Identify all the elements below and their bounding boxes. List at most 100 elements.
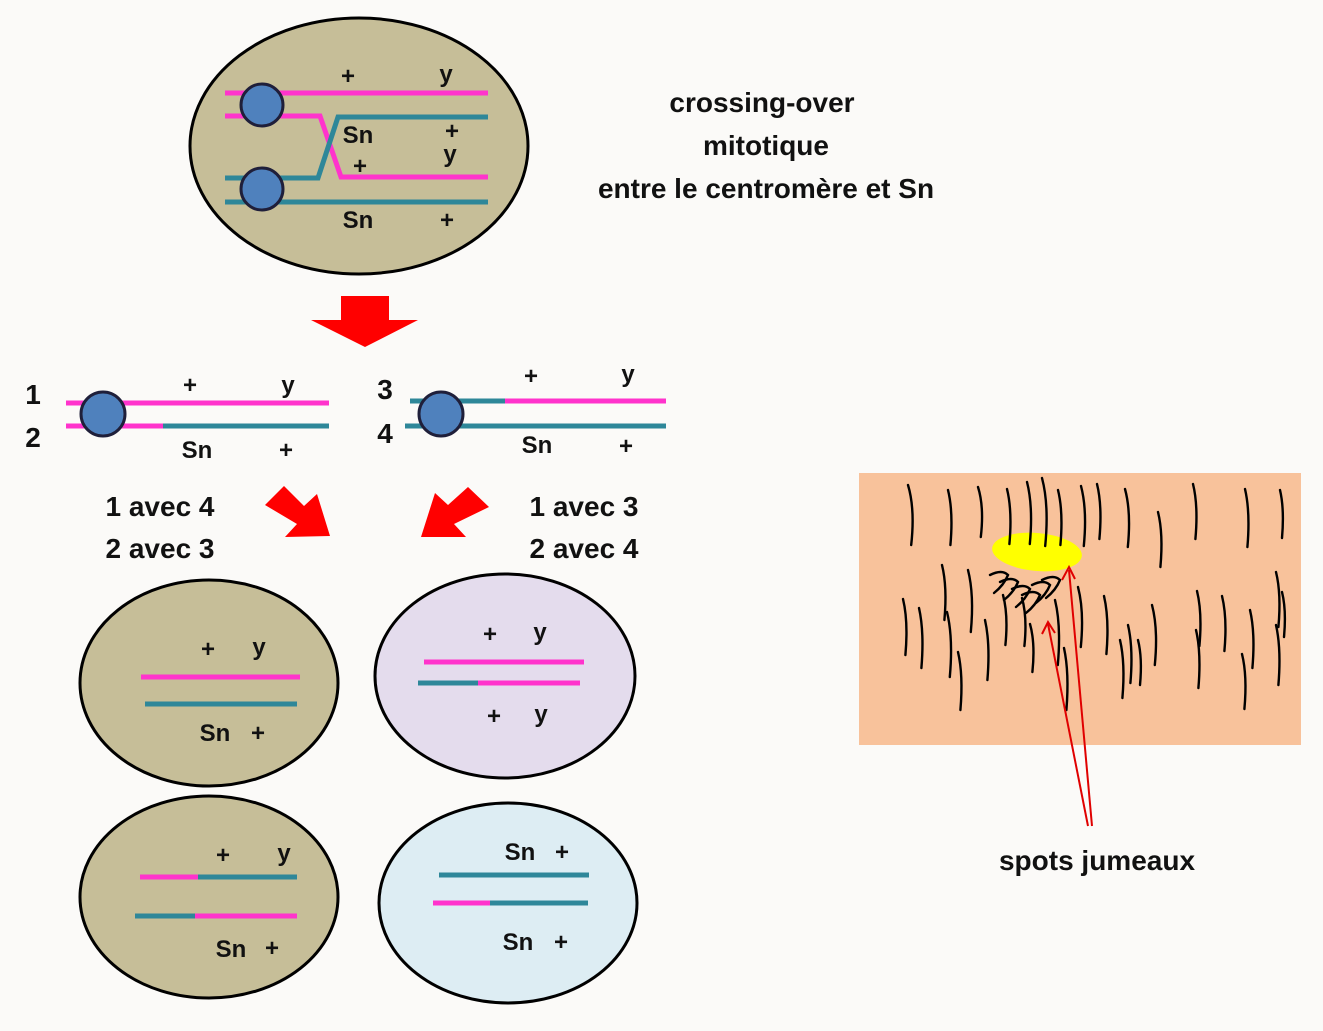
bristle [917,606,924,670]
allele-label: Sn [503,929,534,956]
allele-label: + [265,935,279,962]
allele-label: + [201,636,215,663]
allele-label: y [534,701,548,728]
bristle [1156,510,1163,569]
allele-label: + [524,363,538,390]
centromere-left [79,390,127,438]
bristle [1005,487,1012,546]
bristle [946,488,953,547]
daughter-cell-bottom-left: + y Sn + [78,794,340,1000]
caption-line-1: crossing-over [669,87,854,118]
daughter-cell-bottom-right: Sn + Sn + [377,801,639,1005]
tissue-panel [859,473,1301,827]
allele-label: + [555,839,569,866]
allele-label: + [483,621,497,648]
dark-bristle [1030,580,1052,605]
bristle [1278,488,1285,540]
bristle [1079,484,1087,548]
allele-label: Sn [522,432,553,459]
chromatid-number: 3 [377,374,393,405]
allele-label: + [279,437,293,464]
chromatid-number: 1 [25,379,41,410]
allele-label: y [443,141,457,168]
bristle [976,485,984,539]
allele-label: + [445,118,459,145]
parent-centromere-bottom [239,166,285,212]
allele-label: + [353,153,367,180]
bristle [1274,570,1281,629]
allele-label: + [487,703,501,730]
allele-label: y [621,361,635,388]
bristle [1001,593,1008,647]
pointer-line [1047,623,1089,827]
allele-label: + [554,929,568,956]
bristle [1280,590,1287,639]
dark-bristle [1040,575,1062,600]
arrowhead-icon [1061,564,1076,581]
allele-label: Sn [216,936,247,963]
cell-body [373,572,637,780]
bristle [906,483,914,547]
segregation-left-1: 1 avec 4 [106,491,215,522]
bristles [901,476,1287,712]
allele-label: y [277,840,291,867]
allele-label: + [619,433,633,460]
caption-line-2: mitotique [703,130,829,161]
allele-label: y [281,372,295,399]
parent-cell: + y Sn + + y Sn + [188,16,530,276]
bristle [983,618,990,682]
cell-body [78,794,340,1000]
daughter-cell-top-left: + y Sn + [78,578,340,788]
bristle [1118,638,1125,700]
allele-label: y [533,619,547,646]
bristle [1191,482,1198,541]
arrowhead-icon [1041,619,1056,635]
allele-label: Sn [200,720,231,747]
dark-bristle [998,577,1020,602]
caption: crossing-over mitotique entre le centrom… [598,87,934,204]
bristle [1095,482,1102,541]
bristle [1274,623,1281,687]
chromatid-pair-left: 1 2 + y Sn + [25,372,329,464]
allele-label: + [216,842,230,869]
diagonal-arrow-left-icon [265,486,330,537]
chromatid-number: 4 [377,418,393,449]
bristle [1220,594,1227,653]
caption-line-3: entre le centromère et Sn [598,173,934,204]
daughter-cell-top-right: + y + y [373,572,637,780]
bristle [1028,622,1035,674]
bristle [1076,585,1084,649]
allele-label: Sn [505,839,536,866]
allele-label: + [251,720,265,747]
bristle [1053,598,1061,667]
chromatid-pair-right: 3 4 + y Sn + [377,361,666,460]
parent-centromere-top [239,82,285,128]
diagonal-arrow-right-icon [421,487,489,537]
spots-jumeaux-label: spots jumeaux [999,845,1195,876]
bristle [966,568,974,634]
allele-label: Sn [182,437,213,464]
allele-label: Sn [343,207,374,234]
cell-body [78,578,340,788]
allele-label: + [440,207,454,234]
allele-label: Sn [343,122,374,149]
allele-label: y [252,634,266,661]
dark-bristle [988,570,1010,595]
pointer-line [1068,569,1093,827]
bristle [1248,608,1255,670]
bristle [1150,603,1158,667]
bristle [1025,480,1033,546]
down-arrow-icon [311,296,418,347]
segregation-left-2: 2 avec 3 [106,533,215,564]
segregation-right-2: 2 avec 4 [530,533,639,564]
bristle [1240,652,1247,711]
bristle [1056,488,1063,547]
chromatid-number: 2 [25,422,41,453]
dark-bristle [1010,584,1032,609]
bristle [1062,646,1069,712]
bristle [1126,623,1133,685]
segregation-right-1: 1 avec 3 [530,491,639,522]
bristle [956,650,963,712]
allele-label: + [183,372,197,399]
